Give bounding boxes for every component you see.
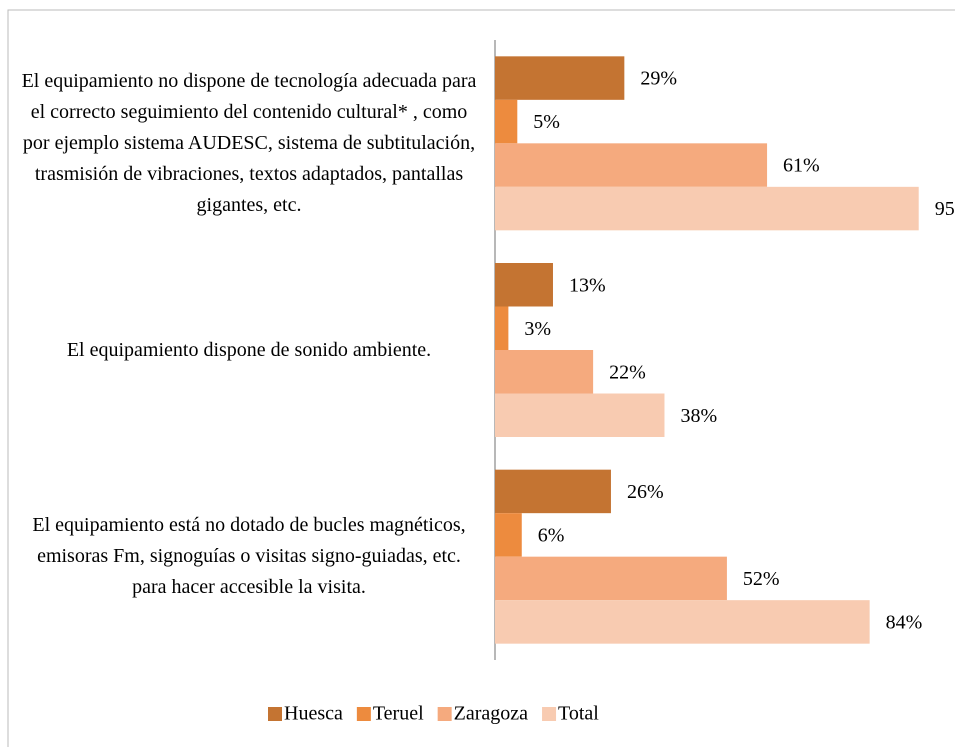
bar [495,186,919,231]
data-label: 6% [538,525,565,547]
category-label: El equipamiento no dispone de tecnología… [21,70,477,216]
data-label: 61% [783,155,820,177]
data-label: 84% [886,612,923,634]
legend-label: Huesca [284,703,343,725]
legend-label: Total [558,703,599,725]
bar [495,263,553,307]
bar [495,143,768,187]
data-label: 22% [609,361,646,383]
legend-label: Teruel [373,703,424,725]
category-label: El equipamiento está no dotado de bucles… [32,514,466,599]
legend-swatch [356,707,371,721]
bar [495,600,870,644]
legend-swatch [437,707,452,721]
bar [495,469,611,514]
bar [495,393,665,437]
category-label: El equipamiento dispone de sonido ambien… [66,338,432,361]
bar [495,306,509,350]
data-label: 95% [935,198,955,220]
data-label: 3% [524,318,551,340]
legend-swatch [542,707,557,721]
data-label: 26% [627,481,664,503]
data-label: 5% [533,111,560,133]
bar [495,56,625,100]
data-label: 13% [569,274,606,296]
legend-label: Zaragoza [454,703,529,725]
data-label: 29% [640,68,677,90]
frame [7,9,955,747]
bar [495,513,522,557]
data-label: 52% [743,568,780,590]
bar [495,556,727,601]
legend-swatch [268,707,282,721]
bar [495,350,594,394]
data-label: 38% [680,405,717,427]
bar [495,99,518,144]
